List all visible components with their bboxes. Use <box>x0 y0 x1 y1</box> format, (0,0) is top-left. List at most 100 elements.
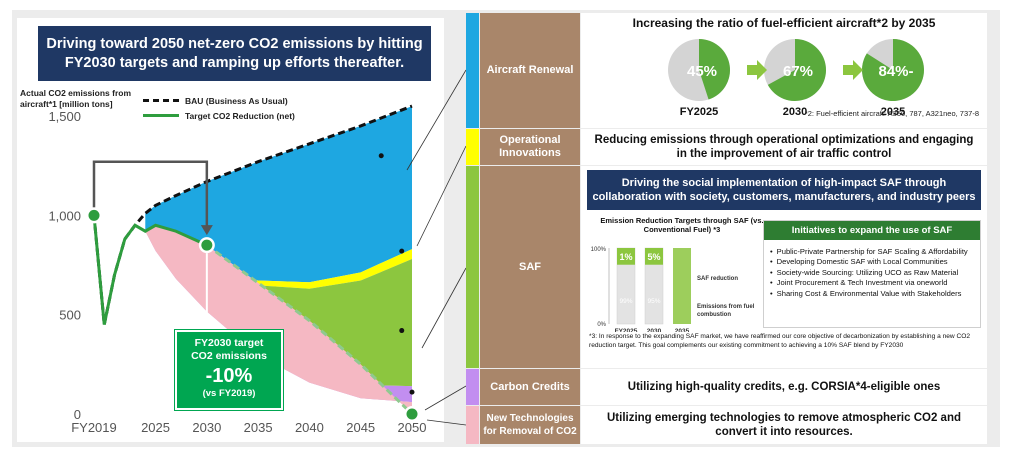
band-dot <box>399 248 405 254</box>
reduction-arrowhead <box>200 225 213 236</box>
list-item: Joint Procurement & Tech Investment via … <box>770 278 974 288</box>
ops-stripe <box>466 129 479 165</box>
saf-x-tick: 2030 <box>647 328 662 332</box>
newtech-stripe <box>466 406 479 444</box>
callout-line1: FY2030 target <box>194 337 264 349</box>
saf-x-tick: FY2025 <box>615 328 638 332</box>
target-line <box>92 215 208 325</box>
target-line-projected <box>205 243 414 416</box>
connector-line <box>416 145 467 247</box>
saf-bar-reduction <box>617 248 635 265</box>
x-tick-label: 2035 <box>244 420 273 435</box>
pie-year-label: 2030 <box>783 106 807 118</box>
marker-dot <box>406 408 418 420</box>
saf-content: Driving the social implementation of hig… <box>581 166 987 368</box>
y-tick-label: 1,000 <box>48 208 81 223</box>
credits-content: Utilizing high-quality credits, e.g. COR… <box>581 369 987 405</box>
saf-bar-label: 5% <box>647 252 660 262</box>
row-label-operational-innovations: Operational Innovations <box>480 129 580 165</box>
pie-slice <box>699 39 730 100</box>
pie-year-label: FY2025 <box>680 106 719 118</box>
y-tick-label: 500 <box>59 308 81 323</box>
saf-legend-reduction: SAF reduction <box>697 276 738 282</box>
fy2030-target-callout: FY2030 target CO2 emissions -10% (vs FY2… <box>175 330 283 410</box>
saf-initiatives-list: Public-Private Partnership for SAF Scali… <box>764 240 980 299</box>
legend-target-label: Target CO2 Reduction (net) <box>185 110 295 121</box>
chart-legend: BAU (Business As Usual) Target CO2 Reduc… <box>143 93 295 123</box>
saf-legend-combustion: Emissions from fuel <box>697 304 755 310</box>
saf-bar-chart: 100% 0% 1% 99% FY2025 5% 95% 2030 2035 SAF reduct… <box>591 247 755 332</box>
legend-target-swatch <box>143 114 179 117</box>
saf-initiatives-title: Initiatives to expand the use of SAF <box>764 221 980 240</box>
saf-chart-title: Emission Reduction Targets through SAF (… <box>600 216 764 234</box>
saf-bar-label: 95% <box>647 298 660 305</box>
connector-line <box>424 385 467 411</box>
progress-arrow-icon <box>747 60 767 80</box>
y-axis-label: Actual CO2 emissions from aircraft*1 [mi… <box>20 88 132 109</box>
connector-line <box>421 267 467 349</box>
band-dot <box>399 328 405 334</box>
aircraft-headline: Increasing the ratio of fuel-efficient a… <box>632 16 936 30</box>
x-tick-label: 2050 <box>398 420 427 435</box>
pie-value-label: 45% <box>687 63 717 80</box>
saf-y-tick: 0% <box>597 322 606 328</box>
aircraft-stripe <box>466 13 479 128</box>
chart-title: Driving toward 2050 net-zero CO2 emissio… <box>38 26 431 81</box>
credits-text: Utilizing high-quality credits, e.g. COR… <box>627 381 941 393</box>
saf-bar-reduction <box>645 248 663 265</box>
aircraft-renewal-content: Increasing the ratio of fuel-efficient a… <box>581 13 987 128</box>
connector-line <box>426 419 467 426</box>
pie-value-label: 67% <box>783 63 813 80</box>
aircraft-footnote: *2: Fuel-efficient aircraft: A350, 787, … <box>804 109 979 118</box>
legend-bau-swatch <box>143 99 179 102</box>
row-label-new-technologies: New Technologies for Removal of CO2 <box>480 406 580 444</box>
band-dot <box>409 389 415 395</box>
x-tick-label: 2045 <box>346 420 375 435</box>
callout-value: -10% <box>205 365 253 387</box>
saf-stripe <box>466 166 479 368</box>
marker-dot <box>88 209 100 221</box>
saf-x-tick: 2035 <box>675 328 690 332</box>
saf-footnote: *3: In response to the expanding SAF mar… <box>589 333 971 349</box>
y-tick-label: 1,500 <box>48 109 81 124</box>
aircraft-ratio-pies: 45% FY2025 67% 2030 84%- 2035 <box>668 39 924 118</box>
list-item: Society-wide Sourcing: Utilizing UCO as … <box>770 268 974 278</box>
callout-line2: CO2 emissions <box>191 350 267 362</box>
band-aircraft-renewal <box>145 106 412 283</box>
saf-bar-2035 <box>673 248 691 324</box>
row-label-saf: SAF <box>480 166 580 368</box>
y-tick-label: 0 <box>74 407 81 422</box>
progress-arrow-icon <box>843 60 863 80</box>
saf-headline: Driving the social implementation of hig… <box>587 170 981 210</box>
pie-slice <box>767 39 826 101</box>
ops-text: Reducing emissions through operational o… <box>594 134 974 160</box>
band-dot <box>378 153 384 159</box>
row-label-carbon-credits: Carbon Credits <box>480 369 580 405</box>
x-tick-label: 2025 <box>141 420 170 435</box>
callout-line3: (vs FY2019) <box>202 388 256 399</box>
x-tick-label: FY2019 <box>71 420 117 435</box>
emissions-area-chart: 0 500 1,000 1,500 FY2019 2025 2030 2035 2040 2045… <box>48 104 427 435</box>
list-item: Public-Private Partnership for SAF Scali… <box>770 247 974 257</box>
saf-initiatives-box: Initiatives to expand the use of SAF Pub… <box>763 220 981 328</box>
saf-legend-combustion-2: combustion <box>697 312 731 318</box>
pie-value-label: 84%- <box>878 63 913 80</box>
saf-bar-label: 99% <box>619 298 632 305</box>
legend-item-bau: BAU (Business As Usual) <box>143 93 295 108</box>
row-label-aircraft-renewal: Aircraft Renewal <box>480 13 580 128</box>
ops-content: Reducing emissions through operational o… <box>581 129 987 165</box>
reduction-bracket <box>92 160 209 228</box>
x-tick-label: 2030 <box>192 420 221 435</box>
emissions-chart-panel: Driving toward 2050 net-zero CO2 emissio… <box>17 18 444 442</box>
list-item: Sharing Cost & Environmental Value with … <box>770 289 974 299</box>
pie-year-label: 2035 <box>881 106 905 118</box>
legend-item-target: Target CO2 Reduction (net) <box>143 108 295 123</box>
legend-bau-label: BAU (Business As Usual) <box>185 95 288 106</box>
newtech-content: Utilizing emerging technologies to remov… <box>581 406 987 444</box>
marker-dot <box>201 239 213 251</box>
pie-slice <box>862 39 924 101</box>
newtech-text: Utilizing emerging technologies to remov… <box>606 412 961 438</box>
saf-y-tick: 100% <box>591 247 607 253</box>
band-new-technologies-for-removal-of-co2 <box>145 225 412 414</box>
